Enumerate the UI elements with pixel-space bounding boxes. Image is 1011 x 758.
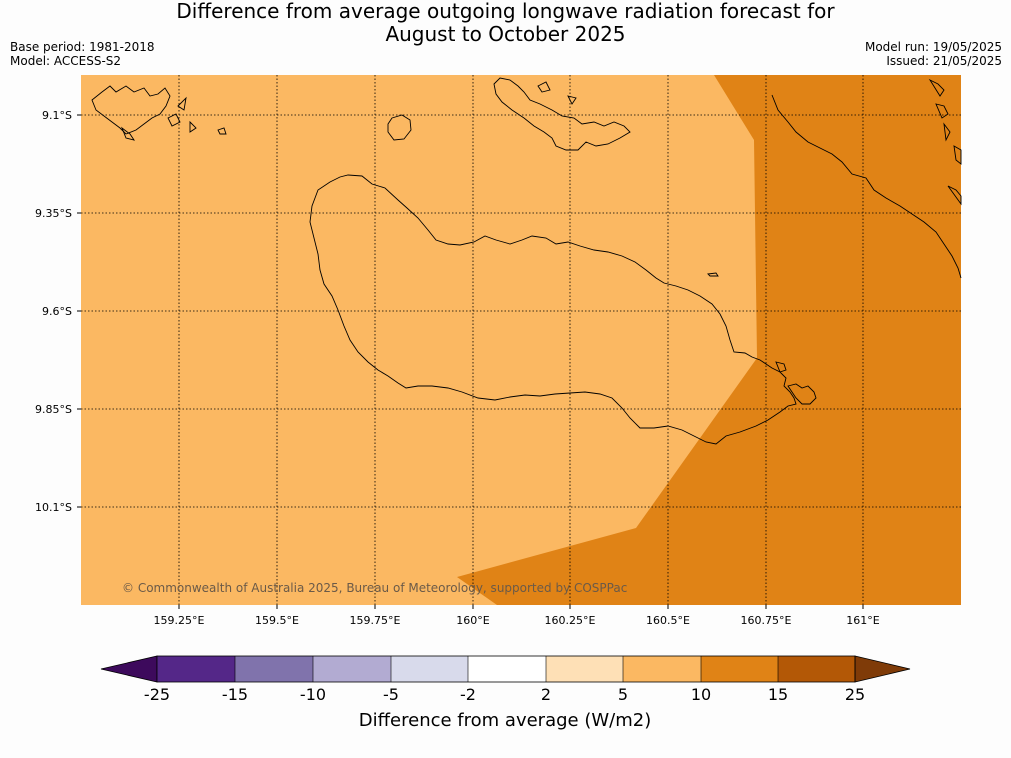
colorbar-tick-label: 15 (768, 685, 788, 704)
model-run: Model run: 19/05/2025 (864, 40, 1002, 54)
colorbar-segment (468, 656, 546, 682)
coastlines (91, 77, 962, 445)
lat-label: 9.35°S (35, 207, 72, 220)
title-line-1: Difference from average outgoing longwav… (176, 0, 835, 23)
colorbar-segment (235, 656, 313, 682)
colorbar-segment (313, 656, 391, 682)
colorbar-tick-label: -25 (144, 685, 170, 704)
colorbar-tick-label: 25 (845, 685, 865, 704)
colorbar-segment (546, 656, 623, 682)
lon-label: 160.25°E (545, 614, 596, 627)
anomaly-fill-10-15 (457, 75, 961, 605)
lon-label: 160.75°E (741, 614, 792, 627)
issued-date: Issued: 21/05/2025 (886, 54, 1002, 68)
colorbar-segment (623, 656, 701, 682)
colorbar-tick-label: 5 (618, 685, 628, 704)
lat-label: 9.6°S (42, 305, 72, 318)
model-name: Model: ACCESS-S2 (10, 54, 122, 68)
malaita-coastline (771, 94, 962, 279)
lon-label: 161°E (846, 614, 879, 627)
colorbar-segment (701, 656, 778, 682)
page-title: Difference from average outgoing longwav… (0, 0, 1011, 46)
base-period: Base period: 1981-2018 (10, 40, 155, 54)
lon-label: 160.5°E (646, 614, 690, 627)
guadalcanal-coastline (309, 174, 797, 445)
lat-label: 10.1°S (35, 501, 72, 514)
axis-ticks (77, 114, 864, 609)
colorbar-tick-label: 2 (541, 685, 551, 704)
lat-label: 9.1°S (42, 109, 72, 122)
lon-label: 159.25°E (154, 614, 205, 627)
meta-left: Base period: 1981-2018 Model: ACCESS-S2 (10, 40, 155, 68)
colorbar-segment (391, 656, 468, 682)
colorbar-tick-label: -2 (460, 685, 476, 704)
lon-label: 159.75°E (350, 614, 401, 627)
colorbar: -25 -15 -10 -5 -2 2 5 10 15 25 Differenc… (100, 655, 911, 731)
lon-label: 159.5°E (255, 614, 299, 627)
lat-label: 9.85°S (35, 403, 72, 416)
colorbar-tick-label: -15 (222, 685, 248, 704)
colorbar-tick-label: -10 (300, 685, 326, 704)
colorbar-title: Difference from average (W/m2) (359, 710, 651, 731)
graticule (81, 75, 961, 605)
lon-label: 160°E (456, 614, 489, 627)
meta-right: Model run: 19/05/2025 Issued: 21/05/2025 (865, 40, 1002, 68)
colorbar-segment (157, 656, 235, 682)
copyright-text: © Commonwealth of Australia 2025, Bureau… (122, 581, 627, 595)
colorbar-extend-low (100, 655, 158, 683)
colorbar-tick-label: -5 (383, 685, 399, 704)
title-line-2: August to October 2025 (385, 22, 626, 46)
colorbar-segment (778, 656, 855, 682)
colorbar-tick-label: 10 (691, 685, 711, 704)
colorbar-extend-high (854, 655, 911, 683)
